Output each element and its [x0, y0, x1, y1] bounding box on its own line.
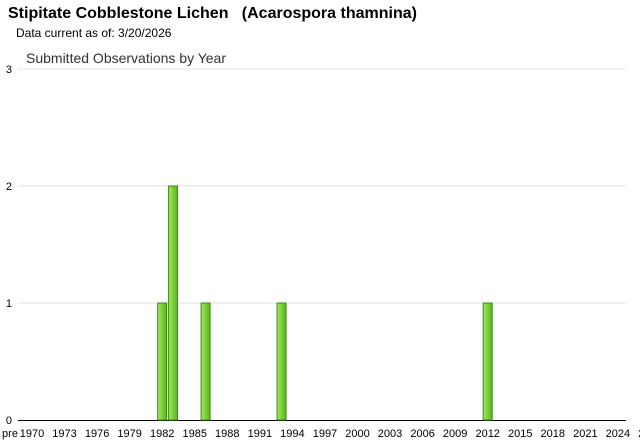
bar-1993 — [276, 302, 287, 421]
bar-1983 — [168, 185, 179, 421]
x-tick-label: 1976 — [85, 428, 109, 440]
x-tick-label: pre — [2, 428, 18, 440]
x-tick-label: 2006 — [410, 428, 434, 440]
y-tick-label: 0 — [6, 415, 12, 427]
x-tick-label: 2018 — [541, 428, 565, 440]
bar-2012 — [482, 302, 493, 421]
y-tick-label: 2 — [6, 181, 12, 193]
bar-1982 — [157, 302, 168, 421]
x-tick-label: 2015 — [508, 428, 532, 440]
page-title: Stipitate Cobblestone Lichen (Acarospora… — [8, 5, 417, 22]
x-tick-label: 1979 — [117, 428, 141, 440]
x-tick-label: 1991 — [248, 428, 272, 440]
y-tick-label: 1 — [6, 298, 12, 310]
x-tick-label: 1988 — [215, 428, 239, 440]
bar-1986 — [200, 302, 211, 421]
x-tick-label: 2009 — [443, 428, 467, 440]
chart-title: Submitted Observations by Year — [26, 50, 226, 66]
x-tick-label: 2000 — [345, 428, 369, 440]
x-tick-label: 2012 — [475, 428, 499, 440]
x-tick-label: 2027 — [638, 428, 640, 440]
x-tick-label: 1997 — [313, 428, 337, 440]
x-tick-label: 1985 — [183, 428, 207, 440]
x-tick-label: 2003 — [378, 428, 402, 440]
x-tick-label: 1982 — [150, 428, 174, 440]
data-current-note: Data current as of: 3/20/2026 — [16, 26, 172, 40]
y-tick-label: 3 — [6, 64, 12, 76]
x-tick-label: 1973 — [52, 428, 76, 440]
x-tick-label: 2021 — [573, 428, 597, 440]
x-tick-label: 1970 — [20, 428, 44, 440]
x-tick-label: 2024 — [606, 428, 630, 440]
x-tick-label: 1994 — [280, 428, 304, 440]
